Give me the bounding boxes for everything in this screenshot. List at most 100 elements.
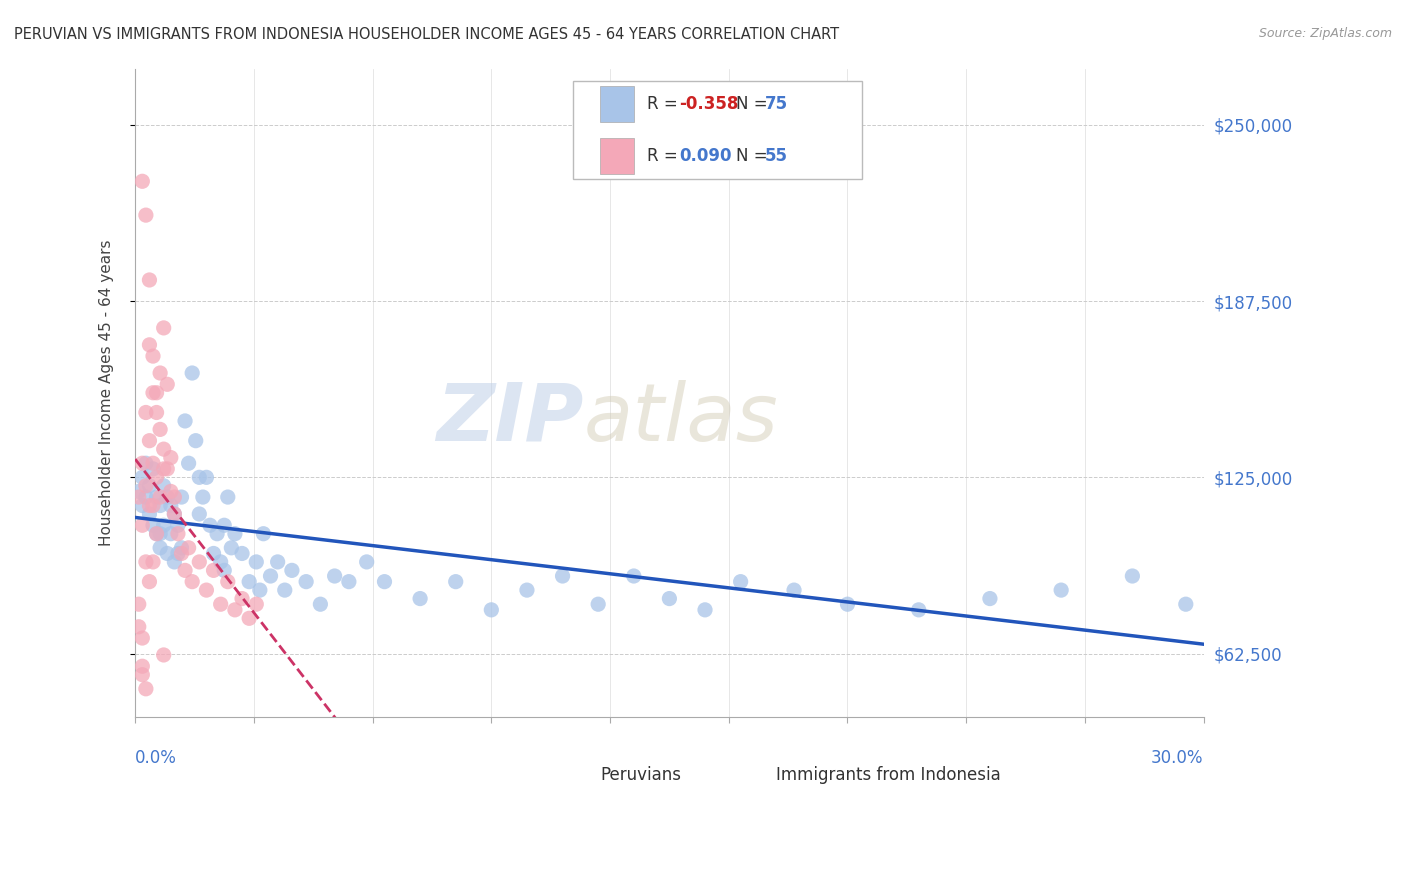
Point [149, 366, 172, 380]
Point [149, 499, 172, 513]
Point [907, 603, 929, 617]
Point [128, 490, 150, 504]
Point [138, 507, 160, 521]
Point [238, 574, 260, 589]
Point [623, 569, 645, 583]
Point [142, 456, 165, 470]
Point [167, 526, 190, 541]
Point [159, 450, 181, 465]
Point [131, 470, 153, 484]
Point [783, 583, 806, 598]
Point [373, 574, 395, 589]
Text: N =: N = [735, 147, 772, 165]
Point [152, 321, 174, 335]
Point [159, 484, 181, 499]
Point [142, 518, 165, 533]
Point [128, 484, 150, 499]
Point [138, 338, 160, 352]
Point [174, 414, 197, 428]
Text: -0.358: -0.358 [679, 95, 738, 113]
Point [245, 597, 267, 611]
Text: 0.090: 0.090 [679, 147, 731, 165]
Text: 75: 75 [765, 95, 787, 113]
Point [152, 442, 174, 457]
Text: ZIP: ZIP [436, 380, 583, 458]
Point [245, 555, 267, 569]
Point [238, 611, 260, 625]
Point [252, 526, 274, 541]
Point [337, 574, 360, 589]
Point [177, 456, 200, 470]
Point [174, 563, 197, 577]
Point [1050, 583, 1073, 598]
Point [309, 597, 332, 611]
Point [198, 518, 221, 533]
Point [979, 591, 1001, 606]
Point [145, 526, 167, 541]
Point [167, 546, 190, 560]
Point [135, 405, 157, 419]
Point [658, 591, 681, 606]
Point [730, 574, 752, 589]
Point [202, 546, 225, 560]
Point [152, 648, 174, 662]
Point [138, 499, 160, 513]
Point [163, 490, 186, 504]
Point [138, 273, 160, 287]
Point [1174, 597, 1197, 611]
Point [135, 555, 157, 569]
Point [516, 583, 538, 598]
Point [128, 620, 150, 634]
Point [142, 385, 165, 400]
Point [170, 490, 193, 504]
Point [152, 462, 174, 476]
Point [221, 541, 243, 555]
Point [156, 490, 179, 504]
Point [135, 208, 157, 222]
Point [195, 583, 218, 598]
Point [145, 385, 167, 400]
Point [156, 546, 179, 560]
Point [212, 563, 235, 577]
Point [131, 456, 153, 470]
Point [131, 631, 153, 645]
Point [149, 541, 172, 555]
FancyBboxPatch shape [574, 81, 862, 178]
Point [145, 526, 167, 541]
FancyBboxPatch shape [600, 138, 634, 174]
Point [281, 563, 304, 577]
Point [205, 526, 228, 541]
Point [231, 591, 253, 606]
Point [142, 349, 165, 363]
Point [152, 479, 174, 493]
Point [138, 434, 160, 448]
Point [231, 546, 253, 560]
FancyBboxPatch shape [738, 764, 769, 789]
Point [135, 479, 157, 493]
Point [409, 591, 432, 606]
Point [142, 499, 165, 513]
Point [188, 470, 211, 484]
Text: Peruvians: Peruvians [600, 766, 681, 784]
Point [163, 507, 186, 521]
Text: 55: 55 [765, 147, 787, 165]
Point [128, 597, 150, 611]
Point [159, 499, 181, 513]
Point [191, 490, 214, 504]
Point [163, 507, 186, 521]
Point [131, 518, 153, 533]
Point [202, 563, 225, 577]
Point [170, 541, 193, 555]
Point [131, 174, 153, 188]
Point [167, 518, 190, 533]
Point [131, 667, 153, 681]
Point [274, 583, 297, 598]
Text: PERUVIAN VS IMMIGRANTS FROM INDONESIA HOUSEHOLDER INCOME AGES 45 - 64 YEARS CORR: PERUVIAN VS IMMIGRANTS FROM INDONESIA HO… [14, 27, 839, 42]
Point [149, 526, 172, 541]
Text: Source: ZipAtlas.com: Source: ZipAtlas.com [1258, 27, 1392, 40]
Point [224, 526, 246, 541]
Point [149, 490, 172, 504]
Point [184, 434, 207, 448]
Text: R =: R = [647, 95, 683, 113]
Point [131, 659, 153, 673]
